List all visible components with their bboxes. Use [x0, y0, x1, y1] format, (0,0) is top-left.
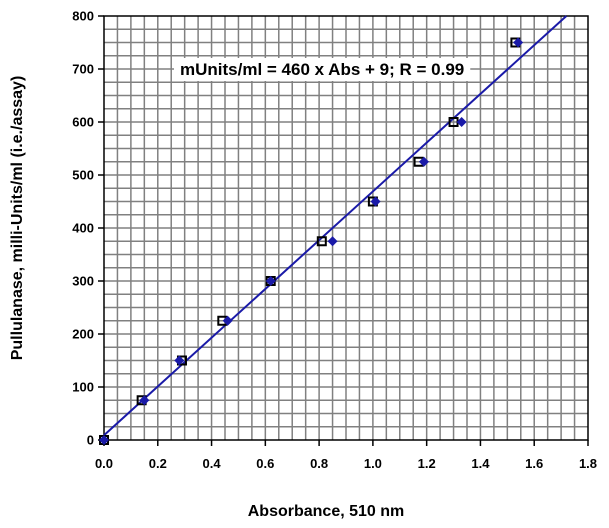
data-point-diamond	[174, 355, 185, 366]
x-tick-label: 0.2	[149, 456, 167, 471]
data-point-diamond	[265, 276, 276, 286]
x-axis-label: Absorbance, 510 nm	[248, 503, 405, 520]
data-point-diamond	[370, 196, 381, 207]
data-point-diamond	[222, 315, 233, 326]
x-axis-ticks: 0.0 0.2 0.4 0.6 0.8 1.0 1.2 1.4 1.6 1.8	[95, 440, 597, 471]
x-tick-label: 1.2	[418, 456, 436, 471]
y-axis-label: Pullulanase, milli-Units/ml (i.e./assay)	[9, 76, 26, 361]
x-tick-label: 1.4	[471, 456, 490, 471]
data-point-square	[316, 236, 327, 247]
data-point-diamond	[99, 435, 109, 445]
y-tick-label: 500	[72, 168, 94, 183]
y-tick-label: 100	[72, 380, 94, 395]
data-point-diamond	[513, 37, 524, 48]
x-tick-label: 1.6	[525, 456, 543, 471]
y-tick-label: 700	[72, 62, 94, 77]
equation-background	[174, 58, 471, 81]
x-tick-label: 0.6	[256, 456, 274, 471]
y-tick-label: 600	[72, 115, 94, 130]
data-point-diamond	[418, 156, 429, 167]
x-tick-label: 1.8	[579, 456, 597, 471]
x-tick-label: 1.0	[364, 456, 382, 471]
y-axis-ticks: 0 100 200 300 400 500 600 700 800	[72, 9, 104, 448]
y-tick-label: 300	[72, 274, 94, 289]
y-tick-label: 0	[87, 433, 94, 448]
data-point-diamond	[139, 395, 150, 406]
x-tick-label: 0.0	[95, 456, 113, 471]
y-tick-label: 800	[72, 9, 94, 24]
data-point-diamond	[456, 117, 467, 127]
y-tick-label: 200	[72, 327, 94, 342]
data-point-diamond	[327, 236, 338, 247]
x-tick-label: 0.8	[310, 456, 328, 471]
y-tick-label: 400	[72, 221, 94, 236]
equation-label: mUnits/ml = 460 x Abs + 9; R = 0.99	[180, 60, 464, 79]
data-points	[99, 37, 524, 445]
x-tick-label: 0.4	[203, 456, 222, 471]
